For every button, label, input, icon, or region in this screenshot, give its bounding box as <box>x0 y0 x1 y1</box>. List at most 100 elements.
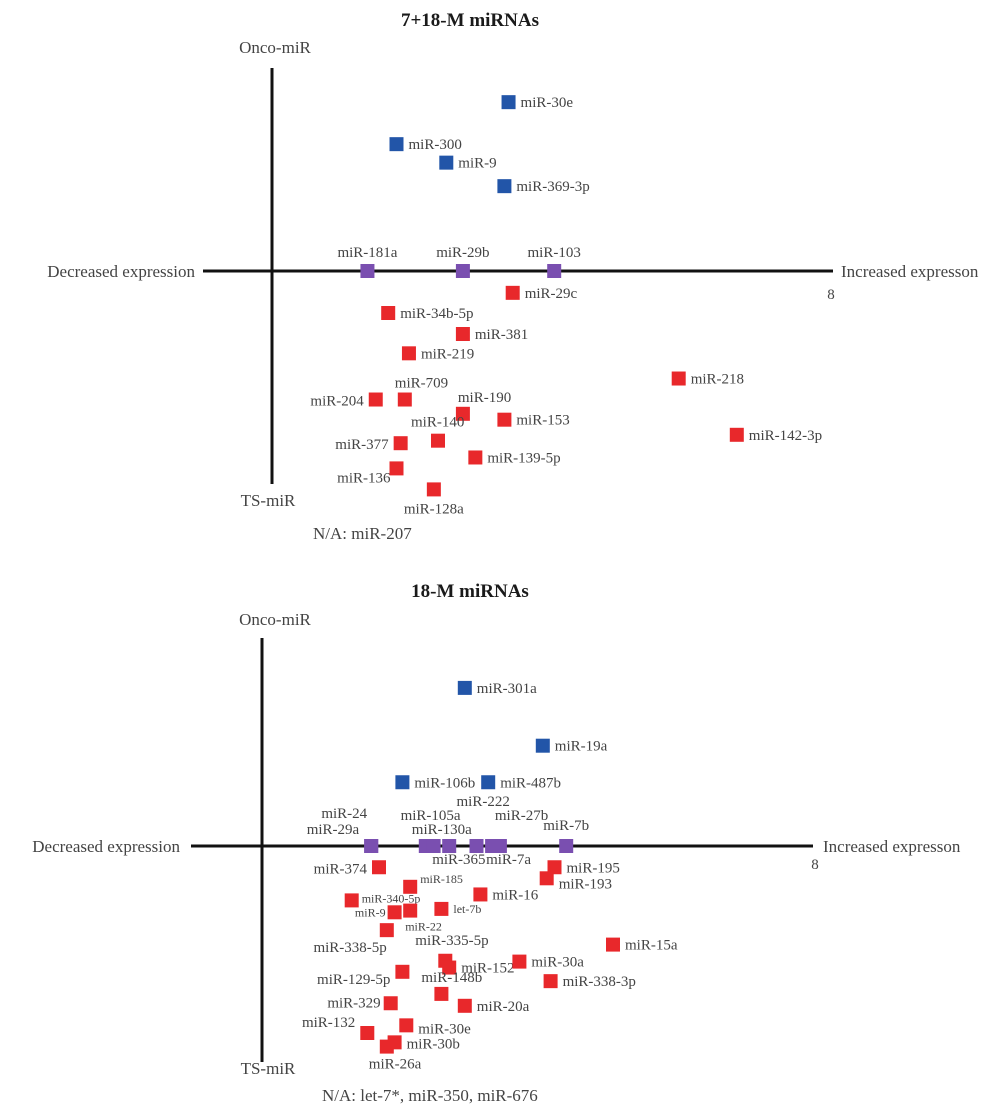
point-label-mir-195: miR-195 <box>567 860 620 876</box>
point-label-mir-204: miR-204 <box>310 394 364 410</box>
data-point-let-7b <box>434 901 449 916</box>
data-point-mir-338-3p <box>543 974 558 989</box>
data-point-mir-381 <box>455 327 470 341</box>
point-label-mir-15a: miR-15a <box>625 938 678 954</box>
point-label-mir-377: miR-377 <box>335 437 389 453</box>
data-point-mir-34b-5p <box>381 306 396 320</box>
panel-1-points: miR-30e miR-300 miR-9 miR-369-3p miR-181a miR… <box>310 95 822 517</box>
data-point-mir-374 <box>372 860 386 875</box>
data-point-mir-185 <box>403 879 418 894</box>
point-label-mir-381: miR-381 <box>475 327 528 343</box>
data-point-mir-190 <box>455 406 470 421</box>
panel-1: 7+18-M miRNAs Onco-miR TS-miR Decreased … <box>47 10 979 543</box>
data-point-mir-136 <box>389 461 404 476</box>
panel-1-right-label: Increased expresson <box>841 262 979 281</box>
point-label-mir-181a: miR-181a <box>337 245 397 261</box>
point-label-mir-190: miR-190 <box>458 390 511 406</box>
panel-2-top-label: Onco-miR <box>239 610 311 629</box>
data-point-mir-218 <box>671 371 686 386</box>
data-point-mir-29b <box>455 264 470 278</box>
data-point-mir-16 <box>473 887 488 902</box>
point-label-mir-128a: miR-128a <box>404 501 464 517</box>
data-point-mir-139-5p <box>468 450 483 465</box>
data-point-mir-140 <box>431 433 445 448</box>
data-point-mir-340-5p <box>344 893 359 908</box>
point-label-mir-24: miR-24 <box>321 806 367 822</box>
point-label-mir-142-3p: miR-142-3p <box>749 428 822 444</box>
point-label-mir-218: miR-218 <box>691 372 744 388</box>
point-label-mir-709: miR-709 <box>395 376 448 392</box>
data-point-mir-20a <box>457 998 472 1013</box>
data-point-mir-222 <box>469 839 484 853</box>
point-label-mir-16: miR-16 <box>492 887 538 903</box>
data-point-mir-9 <box>439 155 454 170</box>
data-point-mir-27b <box>492 839 507 853</box>
point-label-mir-139-5p: miR-139-5p <box>487 450 560 466</box>
data-point-mir-152 <box>442 960 457 975</box>
point-label-mir-219: miR-219 <box>421 346 474 362</box>
point-label-mir-19a: miR-19a <box>555 739 608 755</box>
point-label-mir-185: miR-185 <box>420 872 463 886</box>
panel-2: 18-M miRNAs Onco-miR TS-miR Decreased ex… <box>32 581 961 1105</box>
point-label-mir-329: miR-329 <box>327 995 380 1011</box>
data-point-mir-181a <box>360 264 375 278</box>
point-label-mir-30e: miR-30e <box>418 1021 471 1037</box>
data-point-mir-128a <box>426 482 441 497</box>
data-point-mir-29c <box>505 285 520 300</box>
point-label-mir-340-5p: miR-340-5p <box>362 891 421 905</box>
data-point-mir-365 <box>442 839 457 853</box>
point-label-mir-301a: miR-301a <box>477 681 537 697</box>
point-label-mir-9: miR-9 <box>458 156 496 172</box>
panel-1-bottom-label: TS-miR <box>241 491 296 510</box>
point-label-mir-130a: miR-130a <box>412 822 472 838</box>
data-point-mir-487b <box>481 775 496 790</box>
data-point-mir-329 <box>383 996 398 1011</box>
point-label-mir-222: miR-222 <box>457 794 510 810</box>
data-point-mir-132 <box>360 1026 375 1040</box>
point-label-mir-103: miR-103 <box>528 245 581 261</box>
panel-2-left-label: Decreased expression <box>32 837 180 856</box>
data-point-mir-301a <box>457 680 472 695</box>
point-label-mir-148b: miR-148b <box>421 970 482 986</box>
data-point-mir-15a <box>606 937 620 952</box>
point-label-mir-369-3p: miR-369-3p <box>516 179 589 195</box>
point-label-mir-22: miR-22 <box>405 920 442 934</box>
point-label-mir-338-5p: miR-338-5p <box>313 940 386 956</box>
data-point-mir-106b <box>395 775 410 790</box>
data-point-mir-153 <box>497 412 512 427</box>
point-label-mir-487b: miR-487b <box>500 775 561 791</box>
point-label-mir-29c: miR-29c <box>525 286 578 302</box>
panel-1-left-label: Decreased expression <box>47 262 195 281</box>
data-point-mir-338-5p <box>379 923 394 938</box>
point-label-mir-338-3p: miR-338-3p <box>563 974 636 990</box>
panel-2-title: 18-M miRNAs <box>411 581 529 602</box>
data-point-mir-148b <box>434 986 449 1001</box>
data-point-mir-30e <box>399 1018 414 1033</box>
point-label-mir-29a: miR-29a <box>307 822 360 838</box>
point-label-mir-152: miR-152 <box>461 961 514 977</box>
panel-1-footnote: N/A: miR-207 <box>313 524 412 543</box>
point-label-mir-136: miR-136 <box>337 470 391 486</box>
data-point-mir-26a <box>379 1039 394 1054</box>
point-label-mir-105a: miR-105a <box>401 808 461 824</box>
point-label-mir-20a: miR-20a <box>477 999 530 1015</box>
point-label-mir-365: miR-365 <box>432 852 485 868</box>
panel-1-top-label: Onco-miR <box>239 38 311 57</box>
panel-2-footnote: N/A: let-7*, miR-350, miR-676 <box>322 1086 538 1105</box>
point-label-mir-193: miR-193 <box>559 876 612 892</box>
data-point-mir-709 <box>397 392 412 407</box>
panel-1-title: 7+18-M miRNAs <box>401 10 539 31</box>
point-label-mir-30e: miR-30e <box>521 95 574 111</box>
point-label-mir-140: miR-140 <box>411 415 464 431</box>
panel-1-x-tick: 8 <box>827 287 835 303</box>
data-point-mir-30a <box>512 954 527 969</box>
data-point-mir-30e <box>501 95 516 110</box>
point-label-mir-30b: miR-30b <box>407 1036 460 1052</box>
data-point-mir-300 <box>389 137 404 152</box>
point-label-mir-9: miR-9 <box>355 905 386 919</box>
data-point-mir-195 <box>547 860 562 875</box>
point-label-mir-153: miR-153 <box>516 413 569 429</box>
point-label-mir-29b: miR-29b <box>436 245 489 261</box>
